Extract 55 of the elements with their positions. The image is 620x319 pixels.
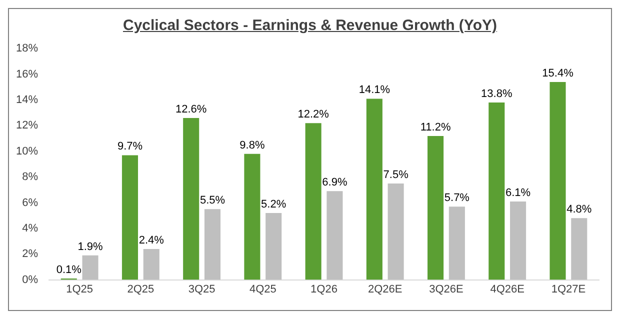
data-label: 2.4% (138, 234, 164, 247)
data-label: 15.4% (542, 68, 574, 80)
y-tick-label: 18% (16, 42, 38, 55)
chart-title: Cyclical Sectors - Earnings & Revenue Growth (YoY) (122, 17, 498, 36)
data-label: 6.9% (322, 176, 348, 189)
data-label: 6.1% (505, 186, 531, 199)
y-tick-label: 6% (22, 196, 38, 209)
bar (305, 123, 322, 280)
y-tick-label: 12% (16, 120, 38, 132)
y-tick-label: 16% (16, 68, 38, 80)
y-tick-label: 4% (22, 222, 38, 234)
bar (266, 213, 282, 280)
x-tick-label: 4Q26E (490, 283, 524, 296)
data-label: 4.8% (566, 204, 592, 216)
x-tick-label: 1Q25 (66, 283, 94, 296)
data-label: 0.1% (56, 264, 82, 276)
bar (244, 154, 260, 280)
bar (183, 118, 200, 280)
bar (122, 155, 138, 280)
data-label: 14.1% (358, 84, 390, 96)
data-label: 13.8% (481, 88, 512, 100)
data-label: 1.9% (78, 240, 104, 253)
y-tick-label: 0% (22, 274, 38, 286)
data-label: 5.5% (200, 194, 226, 207)
y-tick-label: 14% (16, 94, 38, 106)
bar (204, 209, 221, 280)
data-label: 9.8% (240, 139, 265, 152)
x-tick-label: 1Q26 (310, 283, 338, 296)
bar (510, 201, 526, 280)
bar (143, 248, 160, 280)
bar (571, 218, 588, 280)
bar (448, 206, 465, 280)
data-label: 5.2% (261, 198, 286, 211)
bar (550, 82, 566, 280)
x-tick-label: 3Q25 (188, 283, 216, 296)
data-label: 7.5% (383, 169, 409, 181)
x-tick-label: 1Q27E (551, 283, 586, 296)
x-tick-label: 2Q25 (127, 283, 154, 296)
bar (366, 98, 382, 280)
x-tick-label: 4Q25 (249, 283, 276, 296)
bar (326, 191, 343, 280)
bar (488, 102, 505, 280)
x-tick-label: 3Q26E (429, 283, 464, 296)
x-tick-label: 2Q26E (368, 283, 402, 296)
data-label: 11.2% (420, 121, 451, 134)
bar (388, 183, 404, 280)
data-label: 12.6% (175, 103, 207, 116)
bar (428, 136, 444, 280)
y-tick-label: 2% (22, 248, 38, 260)
y-tick-label: 8% (22, 171, 38, 184)
bar (82, 255, 98, 280)
data-label: 5.7% (444, 192, 470, 204)
data-label: 9.7% (117, 140, 143, 153)
y-tick-label: 10% (16, 145, 38, 158)
data-label: 12.2% (298, 108, 330, 121)
